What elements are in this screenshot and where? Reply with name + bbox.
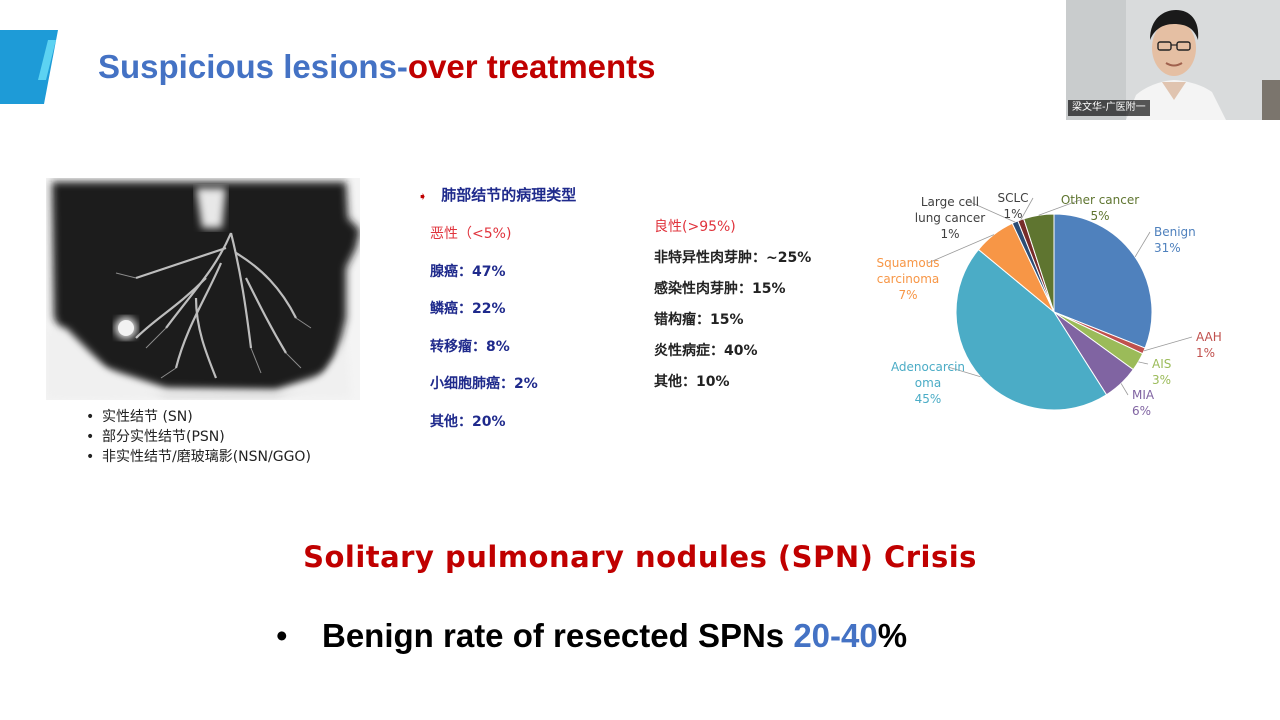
- pie-slice-benign: [1053, 213, 1153, 349]
- webcam-video[interactable]: 梁文华-广医附一: [1066, 0, 1280, 120]
- nodule-type-item: 部分实性结节(PSN): [86, 427, 311, 447]
- slide-title-part1: Suspicious lesions-: [98, 48, 408, 85]
- benign-rate-value: 20-40: [793, 617, 878, 654]
- pie-leader-line: [1020, 197, 1034, 220]
- pie-label-squamous-carcinoma: Squamous carcinoma 7%: [876, 256, 939, 302]
- nodule-types-list: 实性结节 (SN) 部分实性结节(PSN) 非实性结节/磨玻璃影(NSN/GGO…: [86, 407, 311, 467]
- pie-label-ais: AIS 3%: [1152, 357, 1171, 387]
- benign-item: 非特异性肉芽肿：~25%: [654, 250, 812, 266]
- ct-scan-image: [46, 178, 360, 400]
- pathology-heading: ➧ 肺部结节的病理类型: [418, 184, 576, 205]
- nodule-type-item: 非实性结节/磨玻璃影(NSN/GGO): [86, 447, 311, 467]
- pie-leader-line: [947, 366, 981, 378]
- benign-rate-line: • Benign rate of resected SPNs 20-40%: [276, 617, 907, 655]
- bullet-arrow-icon: ➧: [418, 190, 428, 203]
- benign-rate-prefix: Benign rate of resected SPNs: [322, 617, 794, 654]
- pie-leader-line: [1038, 199, 1081, 216]
- benign-header: 良性(>95%): [654, 219, 736, 235]
- pie-slice-other-cancer: [1023, 213, 1055, 313]
- slide-title-part2: over treatments: [407, 48, 656, 85]
- pie-label-other-cancer: Other cancer 5%: [1061, 193, 1139, 223]
- benign-item: 错构瘤：15%: [654, 312, 744, 328]
- slide-title: Suspicious lesions-over treatments: [98, 48, 656, 86]
- malignant-item: 鳞癌：22%: [430, 301, 506, 317]
- pie-leader-line: [1138, 361, 1149, 365]
- nodule-type-item: 实性结节 (SN): [86, 407, 311, 427]
- webcam-name-tag: 梁文华-广医附一: [1068, 100, 1150, 116]
- malignant-item: 腺癌：47%: [430, 263, 506, 280]
- malignant-item: 转移瘤：8%: [430, 338, 510, 355]
- pie-leader-line: [1134, 231, 1151, 258]
- pie-chart-svg: Benign 31% AAH 1% AIS 3%MIA 6% Adenocarcin oma 45…: [876, 191, 1222, 418]
- title-accent-shape: [0, 30, 58, 104]
- pie-label-mia: MIA 6%: [1132, 388, 1155, 418]
- pathology-heading-text: 肺部结节的病理类型: [441, 186, 577, 204]
- benign-rate-suffix: %: [877, 617, 908, 654]
- pie-label-aah: AAH 1%: [1196, 330, 1222, 360]
- benign-item: 炎性病症：40%: [654, 343, 758, 359]
- bullet-icon: •: [276, 617, 288, 654]
- malignant-header: 恶性（<5%): [430, 226, 512, 242]
- pie-label-adenocarcinoma: Adenocarcin oma 45%: [891, 360, 965, 406]
- malignant-column: 恶性（<5%) 腺癌：47% 鳞癌：22% 转移瘤：8% 小细胞肺癌：2% 其他…: [430, 223, 538, 448]
- pie-label-sclc: SCLC 1%: [997, 191, 1028, 221]
- pie-leader-line: [927, 234, 995, 264]
- pie-label-benign: Benign 31%: [1154, 225, 1196, 255]
- crisis-title: Solitary pulmonary nodules (SPN) Crisis: [303, 540, 977, 574]
- pie-label-large-cell-lung-cancer: Large cell lung cancer 1%: [915, 195, 986, 241]
- pie-leader-line: [1120, 383, 1129, 396]
- benign-item: 感染性肉芽肿：15%: [654, 281, 786, 297]
- pie-leader-line: [969, 201, 1016, 223]
- malignant-item: 小细胞肺癌：2%: [430, 376, 538, 392]
- benign-item: 其他：10%: [654, 374, 730, 390]
- benign-column: 良性(>95%) 非特异性肉芽肿：~25% 感染性肉芽肿：15% 错构瘤：15%…: [654, 216, 811, 402]
- pie-leader-line: [1143, 336, 1193, 352]
- pathology-pie-chart: Benign 31% AAH 1% AIS 3% MIA 6% Adenocarcin oma 45…: [870, 182, 1240, 430]
- malignant-item: 其他：20%: [430, 413, 506, 430]
